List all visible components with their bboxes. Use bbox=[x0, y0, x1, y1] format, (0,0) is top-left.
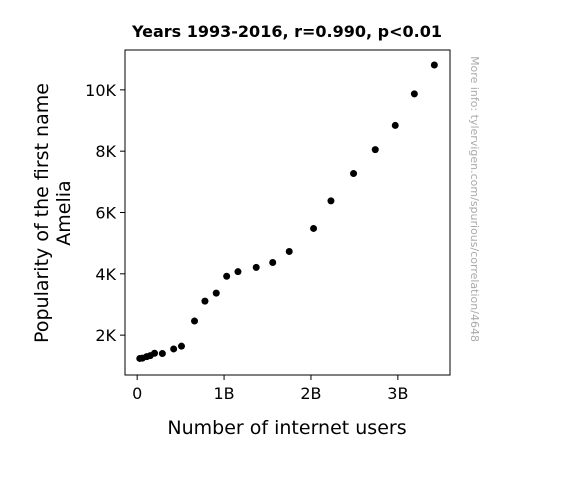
data-point bbox=[151, 349, 159, 357]
data-point bbox=[310, 224, 318, 232]
data-point bbox=[223, 272, 231, 280]
y-axis-label-line-2: Amelia bbox=[53, 180, 75, 245]
data-point bbox=[410, 90, 418, 98]
x-axis: 0 1B 2B 3B bbox=[132, 375, 408, 403]
data-point bbox=[212, 289, 220, 297]
data-point bbox=[191, 317, 199, 325]
y-axis-label-line-1: Popularity of the first name bbox=[31, 83, 53, 343]
data-point bbox=[170, 345, 178, 353]
chart-title: Years 1993-2016, r=0.990, p<0.01 bbox=[131, 22, 442, 41]
y-axis: 2K 4K 6K 8K 10K bbox=[85, 81, 125, 345]
y-tick-label: 8K bbox=[95, 142, 116, 161]
data-point bbox=[177, 342, 185, 350]
data-point bbox=[285, 247, 293, 255]
data-point bbox=[269, 258, 277, 266]
x-axis-label: Number of internet users bbox=[167, 417, 406, 439]
data-point bbox=[234, 268, 242, 276]
y-tick-label: 6K bbox=[95, 204, 116, 223]
x-tick-label: 3B bbox=[387, 384, 408, 403]
data-point bbox=[327, 197, 335, 205]
source-watermark: More info: tylervigen.com/spurious/corre… bbox=[468, 56, 481, 342]
data-point bbox=[391, 121, 399, 129]
data-point bbox=[201, 297, 209, 305]
plot-area bbox=[124, 49, 451, 376]
data-point bbox=[252, 263, 260, 271]
y-tick-label: 4K bbox=[95, 265, 116, 284]
data-point bbox=[350, 170, 358, 178]
y-tick-label: 2K bbox=[95, 326, 116, 345]
data-point bbox=[430, 61, 438, 69]
data-point bbox=[371, 146, 379, 154]
data-points bbox=[136, 61, 438, 362]
y-tick-label: 10K bbox=[85, 81, 116, 100]
data-point bbox=[158, 350, 166, 358]
x-tick-label: 2B bbox=[300, 384, 321, 403]
x-tick-label: 1B bbox=[213, 384, 234, 403]
x-tick-label: 0 bbox=[132, 384, 142, 403]
